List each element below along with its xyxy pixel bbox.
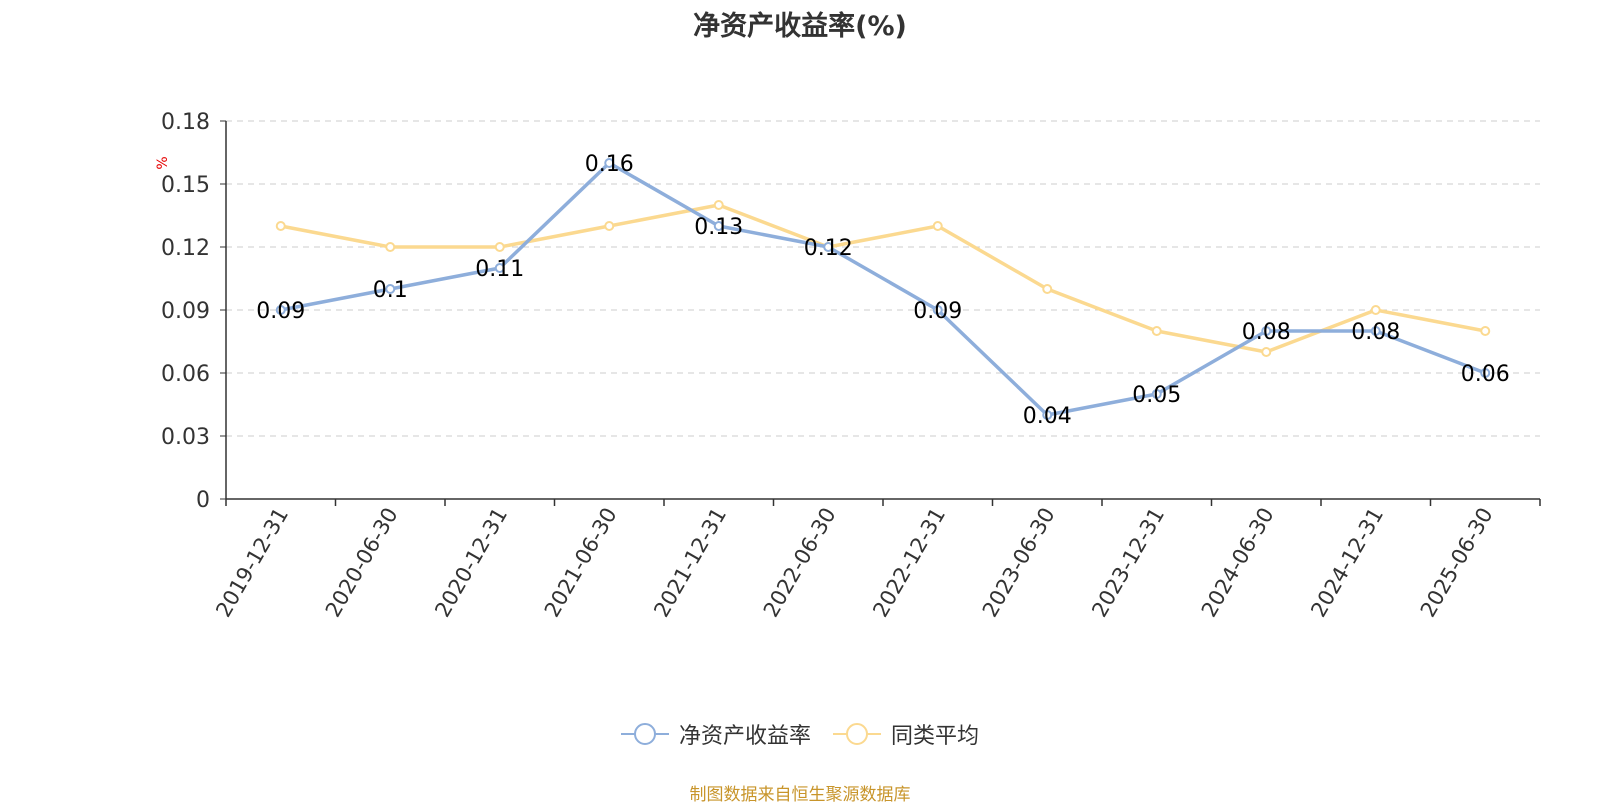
data-point-roe	[1151, 389, 1162, 399]
data-point-roe	[275, 305, 286, 315]
chart-title: 净资产收益率(%)	[693, 11, 907, 42]
data-point-peer-average	[385, 242, 396, 252]
legend-item-roe[interactable]: 净资产收益率	[620, 718, 811, 750]
y-axis-label: %	[155, 156, 171, 169]
data-point-roe	[1042, 410, 1053, 420]
data-point-peer-average	[1370, 305, 1381, 315]
data-label-layer: 0.09 0.1 0.11 0.16 0.13 0.12 0.09 0.04 0.05 0.08 0…	[256, 152, 1509, 429]
data-point-roe	[604, 158, 615, 168]
data-label: 0.11	[475, 257, 524, 282]
data-point-roe	[1370, 326, 1381, 336]
legend: 净资产收益率 同类平均	[0, 718, 1600, 750]
data-label: 0.09	[913, 299, 962, 324]
x-tick-label: 2020-12-31	[430, 504, 512, 622]
data-point-peer-average	[494, 242, 505, 252]
grid-layer	[226, 120, 1540, 437]
data-label: 0.13	[694, 215, 743, 240]
data-point-roe	[385, 284, 396, 294]
legend-roe-icon	[620, 723, 669, 745]
data-point-peer-average	[275, 221, 286, 231]
source-note: 制图数据来自恒生聚源数据库	[689, 785, 911, 805]
data-label: 0.08	[1351, 320, 1400, 345]
data-label: 0.04	[1023, 404, 1072, 429]
legend-label-roe: 净资产收益率	[678, 724, 811, 749]
data-point-peer-average	[1151, 326, 1162, 336]
x-tick-label: 2023-06-30	[978, 504, 1060, 622]
data-point-roe	[823, 242, 834, 252]
data-label: 0.06	[1461, 362, 1510, 387]
y-tick-label: 0.18	[161, 110, 210, 135]
legend-item-peer-average[interactable]: 同类平均	[833, 718, 979, 750]
data-point-peer-average	[932, 221, 943, 231]
data-label: 0.05	[1132, 383, 1181, 408]
data-label: 0.1	[373, 278, 408, 303]
data-point-roe	[1261, 326, 1272, 336]
y-tick-label: 0.06	[161, 362, 210, 387]
x-tick-label: 2024-12-31	[1306, 504, 1388, 622]
data-point-roe	[932, 305, 943, 315]
axis-layer: 0 0.03 0.06 0.09 0.12 0.15 0.18% 2019-12-31 2020…	[155, 110, 1541, 622]
x-tick-label: 2021-06-30	[540, 504, 622, 622]
data-point-peer-average	[1261, 347, 1272, 357]
x-tick-label: 2024-06-30	[1197, 504, 1279, 622]
x-tick-label: 2019-12-31	[211, 504, 293, 622]
series-line-peer-average	[280, 203, 1486, 354]
y-tick-label: 0	[196, 488, 210, 513]
y-tick-label: 0.12	[161, 236, 210, 261]
data-point-peer-average	[1480, 326, 1491, 336]
y-tick-label: 0.15	[161, 173, 210, 198]
x-tick-label: 2021-12-31	[649, 504, 731, 622]
legend-peer-average-icon	[833, 723, 881, 745]
data-label: 0.08	[1242, 320, 1291, 345]
series-line-roe	[280, 161, 1486, 417]
x-tick-label: 2022-06-30	[759, 504, 841, 622]
x-tick-label: 2020-06-30	[321, 504, 403, 622]
x-tick-label: 2025-06-30	[1416, 504, 1498, 622]
x-tick-label: 2023-12-31	[1087, 504, 1169, 622]
series-layer	[275, 158, 1491, 420]
data-point-peer-average	[1042, 284, 1053, 294]
data-label: 0.09	[256, 299, 305, 324]
data-point-roe	[713, 221, 724, 231]
data-label: 0.16	[585, 152, 634, 177]
data-point-peer-average	[604, 221, 615, 231]
y-tick-label: 0.09	[161, 299, 210, 324]
x-tick-label: 2022-12-31	[868, 504, 950, 622]
data-point-roe	[1480, 368, 1491, 378]
data-point-roe	[494, 263, 505, 273]
y-tick-label: 0.03	[161, 425, 210, 450]
legend-label-peer-average: 同类平均	[891, 724, 980, 749]
data-label: 0.12	[804, 236, 853, 261]
data-point-peer-average	[713, 200, 724, 210]
